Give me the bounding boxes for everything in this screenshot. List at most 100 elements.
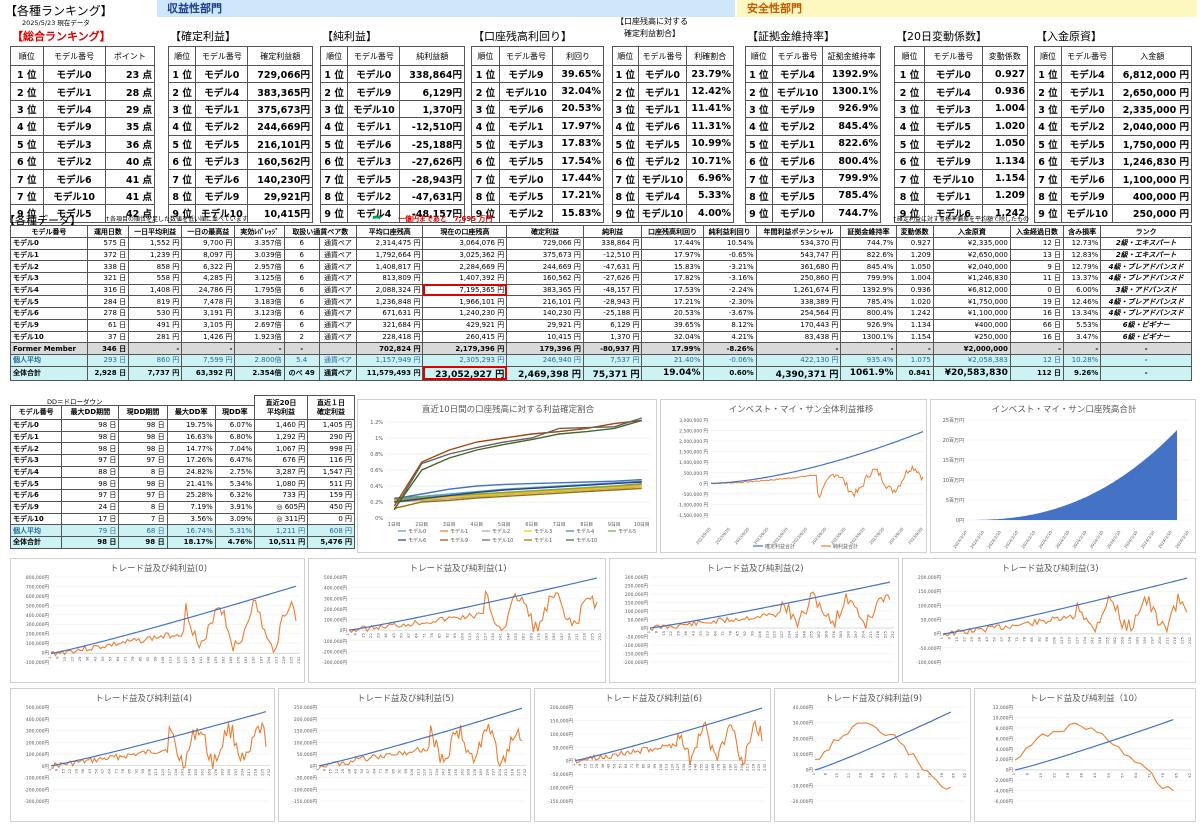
y-tick-label: -100,000円: [916, 660, 941, 666]
x-tick-label: 29: [1065, 772, 1070, 777]
detail-cell: -: [283, 342, 320, 355]
x-tick-label: 57: [617, 763, 622, 768]
dd-cell: 19.75%: [166, 419, 216, 432]
detail-cell: 4,285 円: [181, 272, 236, 285]
ranking-cell: 1.154: [981, 169, 1028, 188]
dd-header: 現DD期間: [118, 404, 168, 421]
dd-cell: 97 日: [118, 454, 168, 467]
table-row: モデル6 97 日 97 日 25.28% 6.32% 733 円 159 円: [9, 489, 355, 502]
detail-header: 確定利益: [506, 225, 584, 238]
table-row: モデル4 316 日 1,408 円 24,786 円 1.795倍 6 通貨ペア 2,088…: [10, 283, 1192, 297]
x-tick-label: 2023/9/20: [810, 526, 827, 545]
x-tick-label: 162: [221, 656, 226, 664]
x-tick-label: 113: [467, 633, 472, 641]
ranking-cell: モデル9: [924, 151, 983, 171]
x-tick-label: 2023/9/20: [733, 526, 750, 545]
x-tick-label: 36: [869, 772, 874, 777]
x-tick-label: 106: [160, 656, 165, 664]
x-tick-label: 50: [93, 768, 98, 773]
ranking-cell: 5 位: [319, 134, 349, 153]
ranking-cell: 8 位: [1034, 186, 1062, 206]
ranking-cell: モデル3: [498, 134, 554, 153]
detail-header: モデル番号: [10, 225, 88, 238]
detail-cell: -: [755, 342, 842, 355]
x-tick-label: 2024/3/10: [1037, 529, 1053, 549]
ranking-cell: モデル6: [771, 151, 824, 171]
x-tick-label: 2024/3/10: [1089, 529, 1105, 549]
dd-cell: 17.26%: [166, 454, 216, 467]
x-tick-label: 36: [683, 630, 688, 635]
x-tick-label: 190: [484, 768, 489, 776]
series-line-4: [394, 478, 642, 500]
chart-title: インベスト・マイ・サン全体利益推移: [729, 404, 874, 415]
detail-cell: 813,809 円: [356, 272, 424, 285]
detail-cell: 17.99%: [641, 342, 704, 355]
dd-cell: 5.34%: [214, 477, 255, 491]
dd-cell: 8 日: [118, 465, 168, 479]
dd-cell: 1,292 円: [253, 430, 309, 444]
x-tick-label: 22: [668, 630, 673, 635]
x-tick-label: 197: [853, 630, 858, 638]
x-tick-label: 71: [1146, 772, 1151, 777]
ranking-cell: 5 位: [167, 134, 197, 153]
x-tick-label: 2024/3/10: [1123, 529, 1139, 549]
x-tick-label: 2024/3/10: [1054, 529, 1070, 549]
detail-cell: 6: [283, 237, 320, 250]
table-row: 3 位モデル0 2,335,000 円: [1034, 99, 1192, 119]
ranking-cell: 1.004: [981, 99, 1028, 119]
table-row: 7 位モデル10 41 点: [10, 186, 156, 206]
detail-header: 一日の最高益: [181, 225, 236, 238]
table-row: 5 位モデル2 1.050: [893, 134, 1028, 153]
x-tick-label: 2023/9/20: [772, 526, 789, 545]
ranking-cell: モデル3: [195, 151, 249, 171]
x-tick-label: 211: [745, 763, 750, 771]
ranking-cell: 2 位: [1034, 82, 1062, 101]
x-tick-label: 64: [623, 763, 628, 768]
table-row: 7 位モデル6 41 点: [10, 169, 156, 188]
dd-cell: 7.19%: [166, 500, 216, 514]
detail-cell: 66 日: [1009, 318, 1065, 332]
dd-cell: 16.63%: [166, 430, 216, 444]
detail-cell: 12.46%: [1063, 295, 1102, 309]
ranking-cell: 3 位: [10, 99, 44, 119]
legend-label: モデル1: [450, 528, 468, 535]
detail-cell: 1300.1%: [840, 330, 897, 344]
x-tick-label: 8: [653, 630, 658, 633]
detail-cell: 通貨ペア: [318, 353, 358, 367]
detail-header: 実効ﾚﾊﾞﾚｯｼﾞ: [234, 225, 285, 238]
x-tick-label: 85: [138, 656, 143, 661]
dd-cell: 511 円: [307, 477, 355, 491]
ranking-cell: 338,864円: [399, 64, 465, 84]
detail-cell: 860 円: [128, 353, 183, 367]
x-tick-label: 197: [733, 763, 738, 771]
detail-cell: 429,921 円: [422, 318, 508, 332]
ranking-cell: 11.31%: [686, 117, 734, 136]
ranking-cell: 1 位: [319, 64, 349, 84]
series-net: [814, 722, 952, 790]
y-tick-label: -100,000円: [24, 660, 49, 666]
ranking-cell: 9 位: [612, 204, 639, 223]
x-tick-label: 225: [883, 630, 888, 638]
x-tick-label: 155: [453, 768, 458, 776]
ranking-cell: モデル1: [637, 82, 688, 101]
dd-cell: 全体合計: [9, 535, 63, 549]
detail-header: 純利益利回り: [702, 225, 757, 238]
x-tick-label: 141: [180, 768, 185, 776]
detail-cell: 491 円: [128, 318, 183, 332]
detail-cell: 3.123倍: [234, 307, 285, 320]
ranking-cell: モデル0: [924, 64, 983, 84]
ranking-cell: モデル9: [498, 64, 554, 84]
ranking-cell: 375,673円: [247, 99, 313, 119]
detail-cell: 6.00%: [1063, 283, 1102, 297]
detail-cell: 3,105 円: [181, 318, 236, 332]
x-tick-label: 64: [1007, 636, 1012, 641]
x-tick-label: 169: [1119, 636, 1124, 644]
detail-cell: 6: [283, 248, 320, 262]
ranking-cell: モデル1: [924, 186, 983, 206]
y-tick-label: 10百万円: [943, 478, 964, 484]
ranking-cell: 2 位: [893, 82, 926, 101]
ranking-cell: 244,669円: [247, 117, 313, 136]
ranking-cell: モデル1: [771, 134, 824, 153]
detail-cell: -: [1009, 342, 1065, 355]
detail-cell: 1,552 円: [128, 237, 183, 250]
